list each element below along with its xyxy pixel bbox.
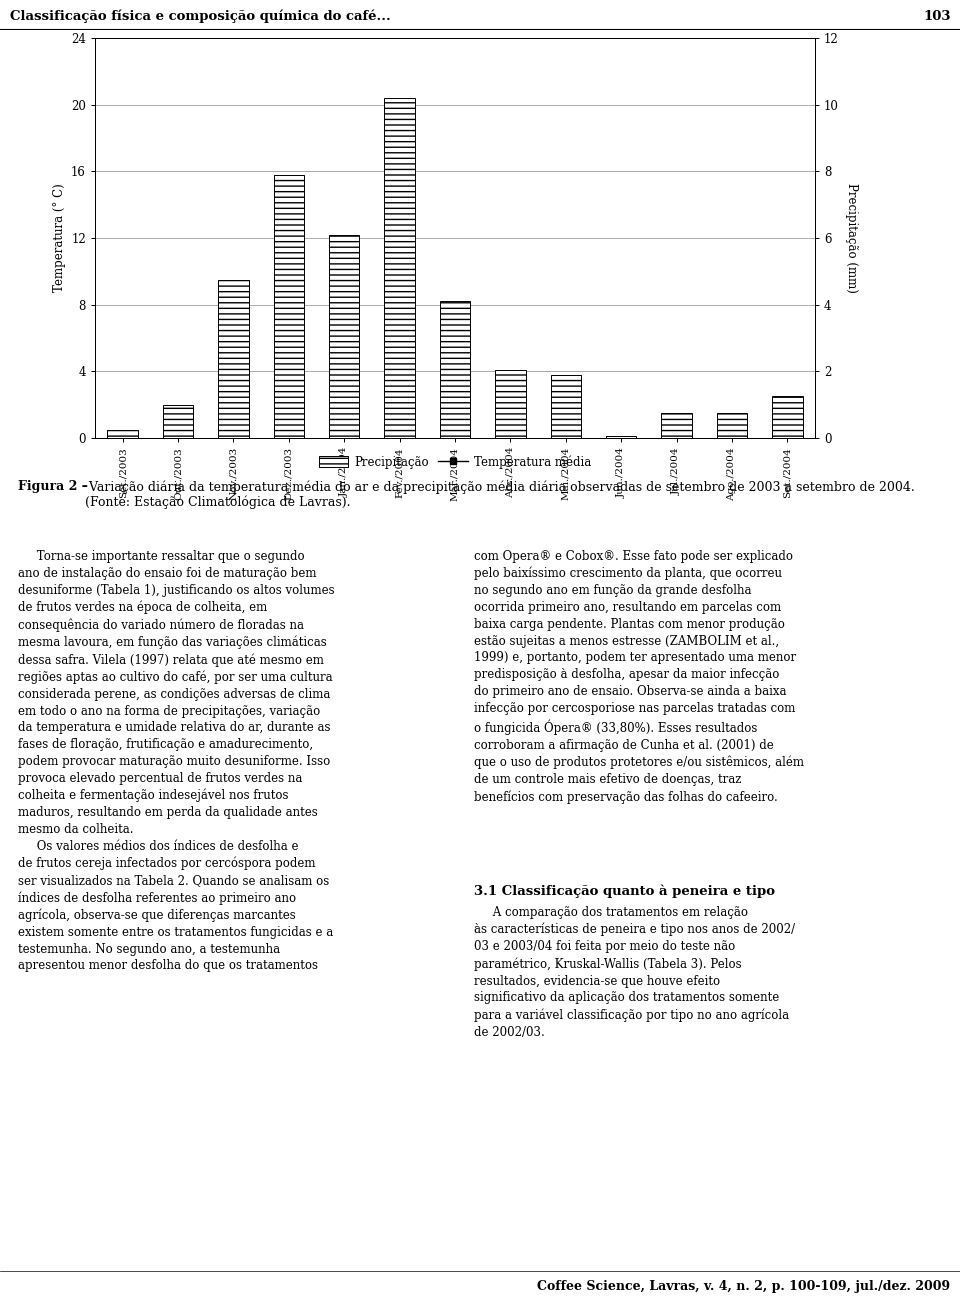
Text: Variação diária da temperatura média do ar e da precipitação média diária observ: Variação diária da temperatura média do …	[84, 480, 915, 509]
Bar	[661, 412, 692, 438]
Text: 103: 103	[923, 9, 950, 22]
Text: Coffee Science, Lavras, v. 4, n. 2, p. 100-109, jul./dez. 2009: Coffee Science, Lavras, v. 4, n. 2, p. 1…	[538, 1280, 950, 1293]
Bar	[384, 98, 415, 438]
Y-axis label: Temperatura (° C): Temperatura (° C)	[53, 184, 65, 292]
Bar	[218, 279, 249, 438]
Bar	[495, 369, 526, 438]
Bar	[550, 375, 581, 438]
Text: Classificação física e composição química do café...: Classificação física e composição químic…	[10, 9, 391, 22]
Text: Torna-se importante ressaltar que o segundo
ano de instalação do ensaio foi de m: Torna-se importante ressaltar que o segu…	[18, 549, 335, 972]
Bar	[772, 397, 803, 438]
Bar	[274, 175, 304, 438]
Bar	[329, 235, 359, 438]
Bar	[606, 436, 636, 438]
Text: 3.1 Classificação quanto à peneira e tipo: 3.1 Classificação quanto à peneira e tip…	[474, 885, 775, 898]
Text: A comparação dos tratamentos em relação
às características de peneira e tipo nos: A comparação dos tratamentos em relação …	[474, 906, 795, 1039]
Bar	[163, 405, 193, 438]
Y-axis label: Precipitação (mm): Precipitação (mm)	[846, 183, 858, 292]
Legend: Precipitação, Temperatura média: Precipitação, Temperatura média	[314, 450, 596, 474]
Bar	[717, 412, 747, 438]
Text: com Opera® e Cobox®. Esse fato pode ser explicado
pelo baixíssimo crescimento da: com Opera® e Cobox®. Esse fato pode ser …	[474, 549, 804, 804]
Bar	[440, 301, 470, 438]
Text: Figura 2 –: Figura 2 –	[18, 480, 88, 493]
Bar	[108, 429, 138, 438]
